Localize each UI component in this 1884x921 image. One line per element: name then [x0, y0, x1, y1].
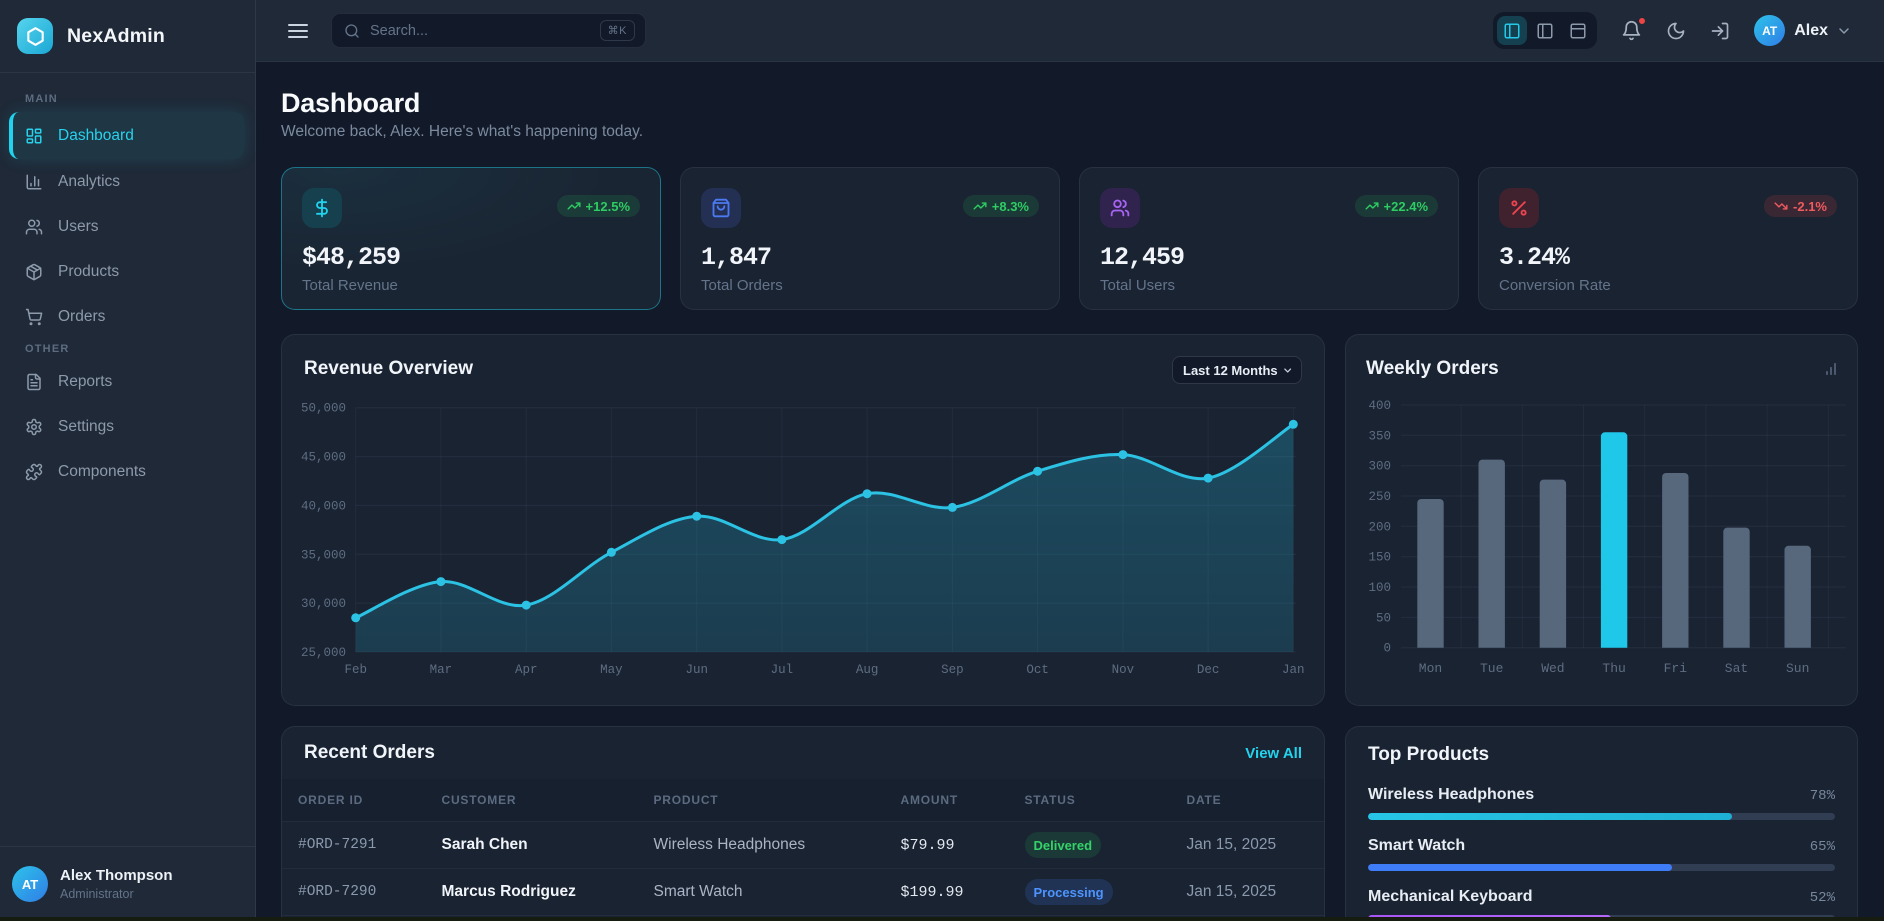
- svg-text:Dec: Dec: [1197, 663, 1220, 677]
- svg-text:Aug: Aug: [856, 663, 879, 677]
- svg-text:Sat: Sat: [1725, 661, 1748, 676]
- svg-text:0: 0: [1383, 642, 1391, 656]
- svg-text:Apr: Apr: [515, 663, 538, 677]
- svg-text:Jun: Jun: [685, 663, 708, 677]
- svg-text:Feb: Feb: [344, 663, 367, 677]
- svg-text:Sun: Sun: [1786, 661, 1809, 676]
- svg-text:350: 350: [1368, 429, 1391, 443]
- svg-text:400: 400: [1368, 399, 1391, 413]
- svg-text:45,000: 45,000: [301, 451, 346, 465]
- svg-text:Fri: Fri: [1664, 661, 1688, 676]
- svg-text:Jan: Jan: [1282, 663, 1305, 677]
- svg-text:250: 250: [1368, 490, 1391, 504]
- svg-text:35,000: 35,000: [301, 548, 346, 562]
- svg-text:100: 100: [1368, 581, 1391, 595]
- svg-text:Mar: Mar: [430, 663, 453, 677]
- svg-text:Thu: Thu: [1602, 661, 1625, 676]
- svg-text:300: 300: [1368, 460, 1391, 474]
- svg-text:Tue: Tue: [1480, 661, 1503, 676]
- svg-text:May: May: [600, 663, 623, 677]
- svg-text:25,000: 25,000: [301, 646, 346, 660]
- svg-text:Wed: Wed: [1541, 661, 1564, 676]
- svg-text:30,000: 30,000: [301, 597, 346, 611]
- svg-text:50: 50: [1376, 611, 1391, 625]
- svg-text:40,000: 40,000: [301, 499, 346, 513]
- svg-text:150: 150: [1368, 551, 1391, 565]
- svg-text:Jul: Jul: [771, 663, 794, 677]
- svg-text:Sep: Sep: [941, 663, 964, 677]
- svg-text:Nov: Nov: [1112, 663, 1135, 677]
- svg-text:Mon: Mon: [1419, 661, 1442, 676]
- svg-text:50,000: 50,000: [301, 402, 346, 416]
- svg-text:200: 200: [1368, 520, 1391, 534]
- svg-text:Oct: Oct: [1026, 663, 1049, 677]
